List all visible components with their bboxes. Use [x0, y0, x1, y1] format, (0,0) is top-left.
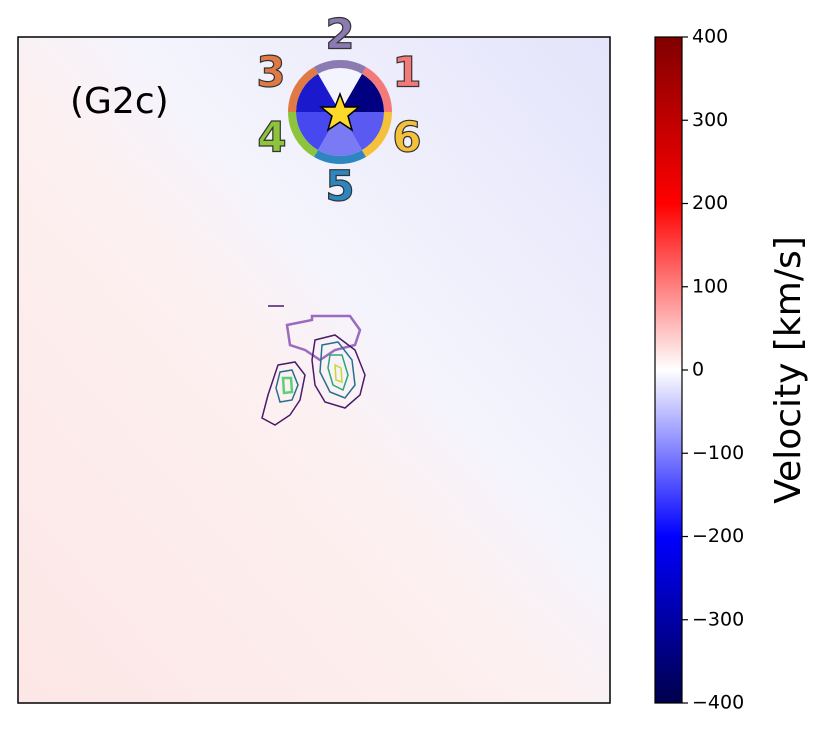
tick-label: 400 [692, 26, 728, 48]
axes-frame [17, 36, 611, 704]
sector-wheel [288, 60, 392, 164]
tick-label: −300 [692, 608, 744, 630]
sector [318, 112, 362, 156]
sector-label: 4 [257, 113, 286, 162]
tick-label: −200 [692, 525, 744, 547]
sector-ring [288, 111, 319, 158]
tick-label: 300 [692, 109, 728, 131]
sector [340, 73, 384, 112]
sector [296, 112, 340, 151]
tick-label: 200 [692, 192, 728, 214]
tick-label: −100 [692, 442, 744, 464]
sector-ring [314, 150, 366, 164]
colorbar-label: Velocity [km/s] [768, 236, 809, 504]
tick-label: 0 [692, 359, 704, 381]
sector [318, 68, 362, 112]
sector-label: 3 [256, 48, 285, 97]
sector [296, 73, 340, 112]
sector-ring [314, 60, 366, 74]
sector-ring [361, 111, 392, 158]
star [318, 91, 362, 132]
sector [340, 112, 384, 151]
tick-label: 100 [692, 275, 728, 297]
sector-ring [361, 66, 392, 113]
panel-label: (G2c) [70, 81, 169, 122]
sector-ring [288, 66, 319, 113]
tick-label: −400 [692, 692, 744, 714]
sector-label: 2 [325, 10, 354, 59]
sector-label: 6 [392, 113, 421, 162]
sector-label: 1 [392, 48, 421, 97]
contours [261, 305, 366, 426]
colorbar [654, 36, 683, 704]
sector-label: 5 [325, 162, 354, 211]
